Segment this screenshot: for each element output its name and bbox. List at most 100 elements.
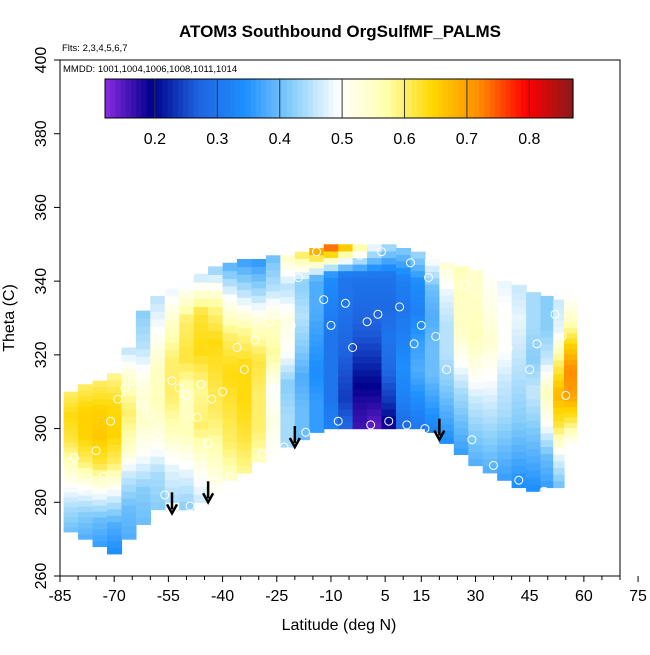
heatmap-cell <box>482 394 498 403</box>
heatmap-cell <box>396 325 412 333</box>
heatmap-cell <box>135 455 151 464</box>
heatmap-cell <box>107 437 123 445</box>
colorbar-segment <box>375 79 382 118</box>
heatmap-cell <box>309 419 325 427</box>
heatmap-cell <box>237 350 253 359</box>
heatmap-cell <box>323 270 339 278</box>
heatmap-cell <box>540 343 554 352</box>
heatmap-cell <box>497 288 513 296</box>
heatmap-cell <box>265 362 281 370</box>
colorbar-segment <box>120 79 127 118</box>
heatmap-cell <box>193 281 209 291</box>
colorbar-segment <box>302 79 309 118</box>
heatmap-cell <box>381 244 397 252</box>
heatmap-cell <box>553 393 565 401</box>
heatmap-cell <box>396 248 412 255</box>
heatmap-cell <box>107 450 123 458</box>
heatmap-cell <box>352 336 368 344</box>
heatmap-cell <box>135 509 151 518</box>
heatmap-cell <box>135 409 151 419</box>
colorbar-segment <box>443 79 449 118</box>
x-tick-label: 60 <box>575 588 593 605</box>
heatmap-cell <box>482 366 498 374</box>
heatmap-cell <box>193 306 209 316</box>
heatmap-cell <box>396 312 412 320</box>
heatmap-cell <box>294 291 310 300</box>
heatmap-cell <box>280 405 296 414</box>
colorbar-segment <box>255 79 262 118</box>
heatmap-cell <box>179 444 195 454</box>
heatmap-cell <box>540 480 554 489</box>
heatmap-cell <box>222 472 238 481</box>
heatmap-cell <box>92 451 108 459</box>
sample-point <box>539 486 549 496</box>
heatmap-cell <box>497 437 513 446</box>
heatmap-cell <box>367 362 383 370</box>
heatmap-cell <box>294 432 310 441</box>
heatmap-cell <box>381 349 397 357</box>
heatmap-cell <box>323 283 339 291</box>
sample-point <box>402 420 412 430</box>
heatmap-cell <box>352 356 368 364</box>
sample-point <box>340 298 350 308</box>
heatmap-cell <box>237 266 253 275</box>
colorbar-segment <box>203 79 210 118</box>
heatmap-cell <box>468 402 484 411</box>
heatmap-cell <box>526 484 542 492</box>
y-axis-label: Theta (C) <box>1 284 18 352</box>
heatmap-cell <box>294 379 310 387</box>
sample-point <box>366 420 376 430</box>
heatmap-cell <box>338 422 354 430</box>
heatmap-cell <box>294 419 310 427</box>
colorbar-segment <box>146 79 153 118</box>
heatmap-cell <box>338 362 354 370</box>
heatmap-cell <box>251 440 267 448</box>
heatmap-cell <box>309 359 325 368</box>
heatmap-cell <box>309 425 325 433</box>
heatmap-cell <box>135 325 151 335</box>
heatmap-cell <box>280 282 296 291</box>
heatmap-cell <box>107 528 123 536</box>
colorbar-tick-label: 0.2 <box>144 131 166 148</box>
heatmap-cell <box>424 401 440 409</box>
heatmap-cell <box>309 399 325 407</box>
heatmap-cell <box>179 362 195 372</box>
colorbar-segment <box>131 79 137 118</box>
heatmap-cell <box>323 336 339 344</box>
heatmap-cell <box>553 386 565 395</box>
heatmap-cell <box>63 401 79 408</box>
heatmap-cell <box>164 464 180 473</box>
heatmap-cell <box>179 379 195 388</box>
heatmap-cell <box>424 419 440 427</box>
heatmap-cell <box>553 326 565 334</box>
heatmap-cell <box>179 452 195 462</box>
heatmap-cell <box>564 327 578 334</box>
heatmap-cell <box>78 395 94 402</box>
heatmap-cell <box>410 270 426 278</box>
heatmap-cell <box>150 433 166 442</box>
heatmap-cell <box>338 296 354 305</box>
heatmap-cell <box>63 521 79 528</box>
heatmap-cell <box>540 302 554 311</box>
heatmap-cell <box>251 266 267 275</box>
sample-point <box>167 376 177 386</box>
heatmap-cell <box>453 414 469 422</box>
heatmap-cell <box>150 402 166 411</box>
heatmap-cell <box>150 357 166 366</box>
heatmap-cell <box>410 346 426 354</box>
heatmap-cell <box>237 297 253 306</box>
colorbar-segment <box>448 79 454 118</box>
heatmap-cell <box>323 310 339 318</box>
heatmap-cell <box>564 411 578 418</box>
heatmap-cell <box>63 491 79 498</box>
heatmap-cell <box>424 271 440 279</box>
colorbar-segment <box>380 79 387 118</box>
heatmap-cell <box>367 316 383 324</box>
heatmap-cell <box>352 244 368 252</box>
heatmap-cell <box>237 335 253 344</box>
sample-point <box>557 331 567 341</box>
heatmap-cell <box>280 303 296 311</box>
heatmap-cell <box>424 389 440 396</box>
heatmap-cell <box>251 396 267 405</box>
heatmap-cell <box>410 308 426 316</box>
